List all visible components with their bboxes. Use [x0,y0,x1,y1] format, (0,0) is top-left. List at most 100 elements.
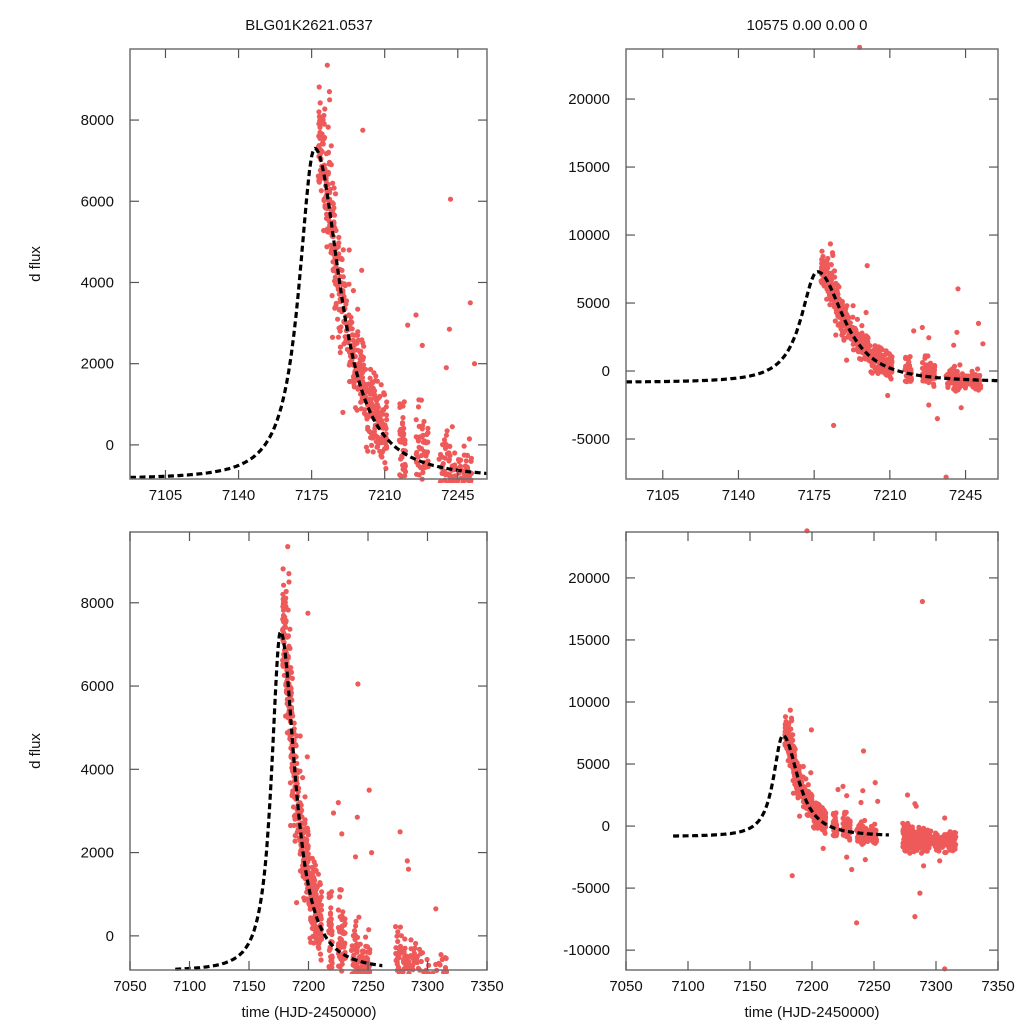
data-point [444,428,450,434]
data-point [418,397,424,403]
data-point [302,794,308,800]
data-point [302,820,308,827]
data-point [415,435,421,441]
data-point [378,382,384,388]
data-point [400,426,406,432]
data-point [872,821,878,827]
x-tick-label: 7245 [441,487,474,504]
data-point [439,956,445,963]
x-tick-label: 7105 [646,487,679,504]
data-point [337,344,343,350]
data-point [397,401,403,407]
data-point [363,954,369,961]
data-point [355,332,361,338]
x-tick-label: 7105 [149,487,182,504]
y-tick-label: -5000 [572,880,610,897]
data-point [443,365,449,371]
data-point [288,704,294,710]
data-point [325,169,331,175]
data-point [785,725,792,731]
data-point [318,936,325,942]
data-point [336,234,342,240]
y-tick-label: 0 [106,928,114,945]
x-tick-label: 7210 [368,487,401,504]
data-point [835,786,841,793]
data-point [918,841,924,847]
data-point [290,790,296,796]
plot-frame [129,48,488,480]
data-point [447,453,453,459]
data-point [789,718,795,724]
data-point [313,867,319,874]
data-point [322,202,328,209]
data-point [888,376,894,382]
data-point [414,471,420,477]
data-point [319,115,325,121]
data-point [367,950,373,956]
data-point [326,964,332,970]
data-point [384,417,390,423]
data-point [352,405,359,411]
data-point [797,776,803,782]
data-point [443,955,449,962]
data-point [359,375,366,381]
data-point [393,945,399,951]
data-point [980,341,986,347]
data-point [400,432,407,438]
model-curve [673,733,889,838]
x-axis-label-left: time (HJD-2450000) [241,1004,376,1021]
data-point [328,953,335,960]
data-point [844,793,850,799]
data-point [336,926,342,932]
data-point [406,970,412,974]
data-point [317,100,323,106]
data-point [825,265,831,271]
data-point [286,571,292,577]
data-point [830,252,836,258]
data-point [436,456,442,462]
data-point [339,913,345,919]
data-point [854,920,860,926]
data-point [869,370,875,376]
data-point [367,375,373,381]
x-tick-label: 7300 [919,978,952,995]
model-curve [130,146,487,479]
data-point [824,261,830,267]
panel-bottom-left: 7050 7100 7150 7200 7250 7300 7350 0 2000 4000 600… [81,531,504,995]
y-tick-label: -10000 [563,942,610,959]
data-point [824,296,830,302]
data-point [850,347,857,353]
data-point [847,837,853,843]
data-point [452,450,458,456]
data-point [400,415,406,421]
data-point [903,830,910,836]
data-point [413,940,419,947]
data-point [340,409,346,415]
data-point [942,849,948,856]
data-point [447,472,453,478]
data-point [409,955,415,961]
data-point [315,944,321,950]
data-point [425,425,431,431]
data-point [863,309,869,316]
data-point [919,598,926,605]
y-tick-label: 10000 [568,694,610,711]
data-point [293,741,299,748]
data-point [918,850,925,856]
x-tick-label: 7350 [981,978,1014,995]
data-point [917,890,923,896]
data-point [883,372,889,378]
data-point [366,787,372,793]
data-point [822,830,828,836]
y-tick-label: 8000 [81,112,114,129]
panel-bottom-right: 7050 7100 7150 7200 7250 7300 7350 -10000 -5000 0… [563,528,1015,995]
data-point [292,838,298,844]
data-points [782,528,959,972]
x-tick-label: 7050 [113,978,146,995]
data-point [377,436,383,443]
data-point [405,322,411,328]
data-point [437,479,443,483]
data-point [396,955,402,961]
data-point [792,746,798,752]
data-point [329,293,335,299]
